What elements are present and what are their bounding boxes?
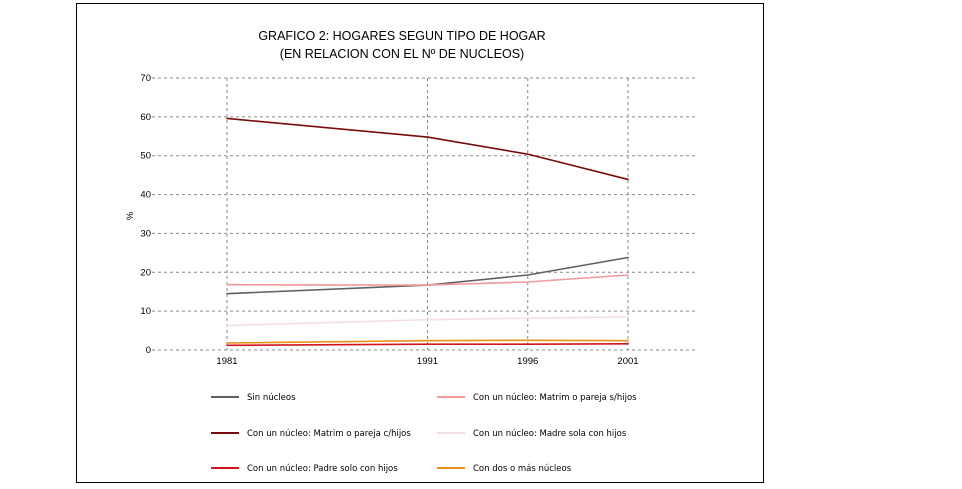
legend-label: Con un núcleo: Matrim o pareja c/hijos: [247, 429, 411, 439]
data-point: [426, 318, 429, 321]
legend-label: Con un núcleo: Padre solo con hijos: [247, 464, 398, 474]
data-point: [526, 317, 529, 319]
data-point: [627, 342, 629, 345]
series-lines: [226, 117, 629, 347]
data-point: [526, 343, 529, 345]
series-line: [226, 117, 629, 181]
data-point: [627, 339, 629, 342]
series-line: [226, 339, 629, 344]
data-point: [226, 324, 228, 327]
series-line: [226, 274, 629, 286]
data-point: [226, 283, 228, 286]
y-tick-label: 10: [140, 306, 151, 317]
x-tick-label: 1981: [216, 356, 237, 367]
data-point: [426, 339, 429, 342]
y-axis-ticks: 0 10 20 30 40 50 60 70: [140, 73, 151, 356]
x-axis-ticks: 1981 1991 1996 2001: [216, 356, 638, 367]
data-point: [526, 339, 529, 342]
legend-label: Con dos o más núcleos: [473, 464, 572, 474]
y-tick-label: 50: [140, 151, 151, 162]
legend-label: Con un núcleo: Matrim o pareja s/hijos: [473, 393, 637, 403]
y-tick-label: 70: [140, 73, 151, 84]
legend-label: Con un núcleo: Madre sola con hijos: [473, 429, 627, 439]
chart-subtitle: (EN RELACION CON EL Nº DE NUCLEOS): [280, 47, 524, 61]
y-tick-label: 20: [140, 267, 151, 278]
legend: Sin núcleos Con un núcleo: Matrim o parej…: [211, 393, 637, 474]
data-point: [426, 284, 429, 286]
chart-title: GRAFICO 2: HOGARES SEGUN TIPO DE HOGAR: [258, 29, 545, 43]
data-point: [226, 342, 228, 344]
x-tick-label: 1991: [417, 356, 438, 367]
data-point: [526, 153, 529, 155]
x-tick-label: 2001: [617, 356, 638, 367]
y-tick-label: 0: [146, 345, 151, 356]
data-point: [526, 281, 529, 283]
grid: [152, 77, 697, 351]
y-tick-label: 30: [140, 228, 151, 239]
series-line: [226, 342, 629, 347]
chart-frame: GRAFICO 2: HOGARES SEGUN TIPO DE HOGAR (…: [76, 3, 764, 483]
data-point: [526, 274, 529, 276]
data-point: [627, 178, 629, 181]
data-point: [226, 344, 228, 347]
line-chart: GRAFICO 2: HOGARES SEGUN TIPO DE HOGAR (…: [125, 29, 697, 474]
data-point: [226, 117, 228, 120]
y-tick-label: 60: [140, 112, 151, 123]
series-line: [226, 316, 629, 327]
data-point: [226, 292, 228, 295]
data-point: [426, 136, 429, 138]
legend-label: Sin núcleos: [247, 393, 296, 403]
data-point: [627, 274, 629, 276]
data-point: [627, 256, 629, 259]
y-axis-label: %: [125, 211, 136, 220]
y-tick-label: 40: [140, 190, 151, 201]
data-point: [426, 343, 429, 345]
series-line: [226, 256, 629, 295]
data-point: [627, 316, 629, 318]
x-tick-label: 1996: [517, 356, 538, 367]
